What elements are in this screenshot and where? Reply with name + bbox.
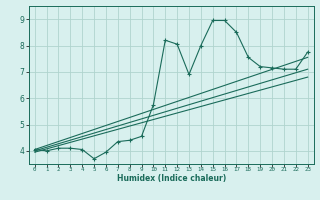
X-axis label: Humidex (Indice chaleur): Humidex (Indice chaleur)	[116, 174, 226, 183]
